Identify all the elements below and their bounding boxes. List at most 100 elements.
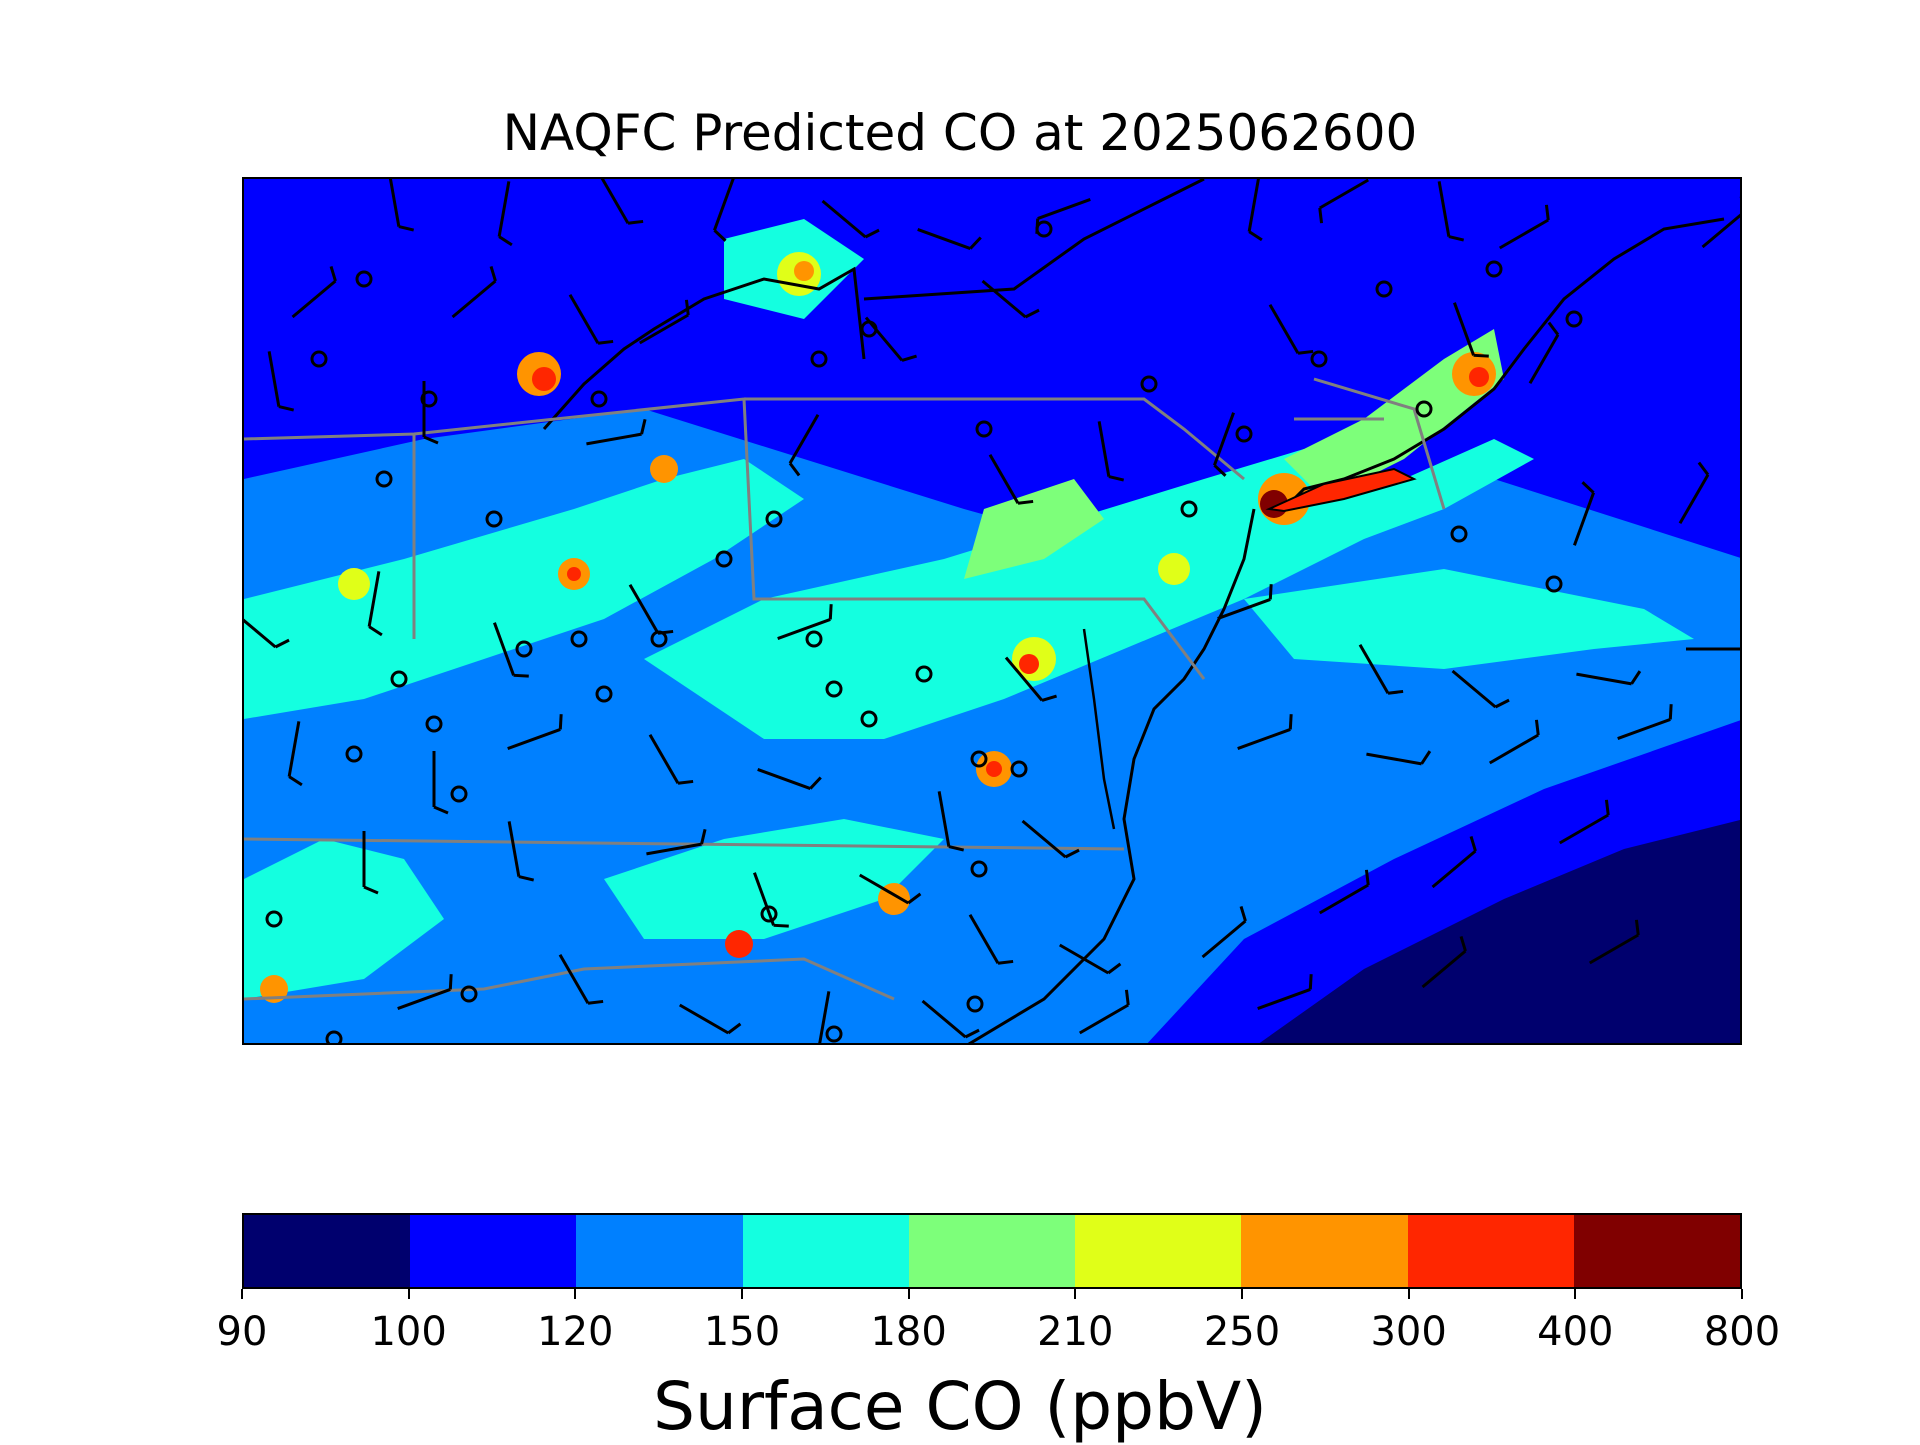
wind-barb xyxy=(451,265,497,319)
wind-barb xyxy=(1217,584,1273,620)
calm-wind-station xyxy=(915,665,933,683)
tick-label: 300 xyxy=(1370,1309,1447,1355)
wind-barb xyxy=(507,821,535,882)
tick-mark xyxy=(407,1289,410,1299)
calm-wind-station xyxy=(1415,400,1433,418)
hotspot-toronto-red xyxy=(532,367,556,391)
offshore-lowest-co xyxy=(1259,820,1740,1043)
calm-wind-station xyxy=(860,710,878,728)
wind-barb xyxy=(1021,819,1080,859)
wind-barb xyxy=(757,768,822,790)
wind-barb xyxy=(753,872,789,928)
map-title: NAQFC Predicted CO at 2025062600 xyxy=(502,104,1418,162)
wind-barb xyxy=(646,828,707,856)
calm-wind-station xyxy=(425,715,443,733)
calm-wind-station xyxy=(970,750,988,768)
calm-wind-station xyxy=(1375,280,1393,298)
tick-label: 400 xyxy=(1537,1309,1614,1355)
wind-barb xyxy=(1097,421,1125,482)
hotspot-baltimore-core xyxy=(1019,654,1039,674)
wind-barb xyxy=(1079,989,1130,1035)
hotspot-sc xyxy=(725,930,753,958)
wind-barb xyxy=(988,454,1034,505)
co-concentration-map xyxy=(242,177,1742,1045)
calm-wind-station xyxy=(805,630,823,648)
wind-barb xyxy=(1701,195,1740,249)
wind-barb xyxy=(422,381,439,445)
calm-wind-station xyxy=(1035,220,1053,238)
calm-wind-station xyxy=(570,630,588,648)
hotspot-boston-core xyxy=(1469,367,1489,387)
wind-barb xyxy=(1489,719,1540,765)
wind-barb xyxy=(1617,704,1673,740)
colorbar-swatch xyxy=(1241,1215,1408,1287)
calm-wind-station xyxy=(485,510,503,528)
colorbar-swatch xyxy=(244,1215,411,1287)
colorbar-swatch xyxy=(1407,1215,1574,1287)
wind-barb xyxy=(1213,412,1235,477)
wind-barb xyxy=(679,1003,742,1035)
calm-wind-station xyxy=(595,685,613,703)
calm-wind-station xyxy=(515,640,533,658)
calm-wind-station xyxy=(1450,525,1468,543)
calm-wind-station xyxy=(310,350,328,368)
hotspot-pittsburgh-core xyxy=(567,567,581,581)
wind-barb xyxy=(1319,869,1370,915)
colorbar-swatch xyxy=(908,1215,1076,1287)
wind-barb xyxy=(387,179,415,232)
wind-barb xyxy=(648,734,694,785)
calm-wind-station xyxy=(1545,575,1563,593)
wind-barb xyxy=(1004,656,1058,702)
chesapeake-bay xyxy=(1082,628,1116,830)
wind-barb xyxy=(367,571,383,637)
calm-wind-station xyxy=(325,1030,343,1043)
wind-barb xyxy=(981,279,1040,319)
wind-barb xyxy=(397,974,453,1010)
calm-wind-station xyxy=(765,510,783,528)
calm-wind-station xyxy=(1235,425,1253,443)
calm-wind-station xyxy=(760,905,778,923)
wind-barb xyxy=(244,609,290,649)
tick-label: 100 xyxy=(370,1309,447,1355)
colorbar xyxy=(242,1213,1742,1289)
wind-barb xyxy=(1059,943,1122,975)
hotspot-ohio xyxy=(338,568,370,600)
wind-barb xyxy=(291,265,337,319)
wind-barb xyxy=(558,954,604,1005)
wind-barb xyxy=(1686,647,1740,651)
cyan-band-west xyxy=(244,459,804,719)
wind-barb xyxy=(493,622,529,678)
cyan-band-offshore xyxy=(1244,569,1694,669)
wind-barb xyxy=(713,179,735,242)
tick-label: 250 xyxy=(1203,1309,1281,1355)
colorbar-swatch xyxy=(1573,1215,1740,1287)
wind-barb xyxy=(917,228,982,250)
calm-wind-station xyxy=(966,995,984,1013)
wind-barb xyxy=(821,199,880,239)
wind-barb xyxy=(586,418,647,446)
wind-barb xyxy=(968,914,1014,965)
wind-barb xyxy=(817,991,831,1043)
wind-barb xyxy=(1559,799,1610,845)
wind-barb xyxy=(1421,935,1467,989)
cyan-band-south xyxy=(244,839,444,999)
hotspot-richmond-core xyxy=(986,761,1002,777)
hotspot-buffalo xyxy=(650,455,678,483)
wind-barb xyxy=(507,714,563,750)
green-band-boston xyxy=(1284,329,1504,499)
wind-barb xyxy=(267,351,295,412)
calm-wind-station xyxy=(375,470,393,488)
wind-barb xyxy=(1453,302,1489,358)
tick-label: 150 xyxy=(703,1309,781,1355)
calm-wind-station xyxy=(970,860,988,878)
wind-barb xyxy=(432,751,449,815)
tick-mark xyxy=(1741,1289,1743,1299)
calm-wind-station xyxy=(355,270,373,288)
wind-barb xyxy=(864,316,918,362)
great-lakes-border xyxy=(542,266,866,430)
calm-wind-station xyxy=(1485,260,1503,278)
calm-wind-station xyxy=(825,680,843,698)
colorbar-swatch xyxy=(410,1215,577,1287)
calm-wind-station xyxy=(265,910,283,928)
tick-label: 90 xyxy=(216,1309,268,1355)
